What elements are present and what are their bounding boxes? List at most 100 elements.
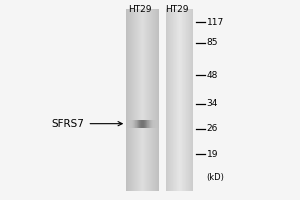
Bar — [156, 120, 157, 128]
Bar — [136, 120, 137, 128]
Bar — [126, 9, 127, 191]
Bar — [158, 9, 159, 191]
Bar — [142, 120, 143, 128]
Bar — [144, 9, 145, 191]
Bar — [130, 9, 131, 191]
Bar — [178, 9, 179, 191]
Bar — [128, 9, 129, 191]
Bar — [167, 9, 168, 191]
Bar — [184, 9, 185, 191]
Bar — [182, 9, 183, 191]
Bar — [153, 120, 154, 128]
Bar — [135, 120, 136, 128]
Bar — [174, 9, 175, 191]
Bar — [129, 9, 130, 191]
Bar — [152, 120, 153, 128]
Bar — [126, 120, 127, 128]
Bar — [137, 9, 138, 191]
Bar — [128, 120, 129, 128]
Bar — [147, 120, 148, 128]
Text: SFRS7: SFRS7 — [52, 119, 122, 129]
Bar — [177, 9, 178, 191]
Bar — [139, 120, 140, 128]
Bar — [138, 9, 139, 191]
Bar — [133, 9, 134, 191]
Bar — [169, 9, 170, 191]
Bar — [149, 120, 150, 128]
Bar — [157, 120, 158, 128]
Bar — [181, 9, 182, 191]
Text: 34: 34 — [206, 99, 218, 108]
Bar — [134, 120, 135, 128]
Bar — [155, 9, 156, 191]
Bar — [170, 9, 171, 191]
Bar — [148, 120, 149, 128]
Bar — [155, 120, 156, 128]
Bar — [134, 9, 135, 191]
Bar — [141, 120, 142, 128]
Text: 19: 19 — [206, 150, 218, 159]
Bar — [157, 9, 158, 191]
Bar — [179, 9, 180, 191]
Bar — [175, 9, 176, 191]
Bar — [143, 9, 144, 191]
Bar — [142, 9, 143, 191]
Bar — [148, 9, 149, 191]
Text: 48: 48 — [206, 71, 218, 80]
Bar — [187, 9, 188, 191]
Bar — [171, 9, 172, 191]
Bar — [152, 9, 153, 191]
Bar — [150, 120, 151, 128]
Text: 85: 85 — [206, 38, 218, 47]
Bar — [143, 120, 144, 128]
Bar — [189, 9, 190, 191]
Bar — [132, 9, 133, 191]
Bar — [146, 120, 147, 128]
Bar — [130, 120, 131, 128]
Bar — [186, 9, 187, 191]
Bar — [172, 9, 173, 191]
Bar — [166, 9, 167, 191]
Bar — [192, 9, 193, 191]
Bar — [133, 120, 134, 128]
Bar — [131, 120, 132, 128]
Bar — [176, 9, 177, 191]
Bar — [145, 9, 146, 191]
Bar — [183, 9, 184, 191]
Bar — [136, 9, 137, 191]
Text: 26: 26 — [206, 124, 218, 133]
Bar — [188, 9, 189, 191]
Bar — [131, 9, 132, 191]
Text: 117: 117 — [206, 18, 224, 27]
Bar — [151, 120, 152, 128]
Bar — [146, 9, 147, 191]
Bar — [168, 9, 169, 191]
Bar — [135, 9, 136, 191]
Text: HT29: HT29 — [165, 5, 188, 14]
Bar — [185, 9, 186, 191]
Bar — [140, 9, 141, 191]
Bar — [145, 120, 146, 128]
Bar — [173, 9, 174, 191]
Bar — [158, 120, 159, 128]
Bar — [139, 9, 140, 191]
Bar — [150, 9, 151, 191]
Bar — [127, 120, 128, 128]
Bar — [140, 120, 141, 128]
Bar — [156, 9, 157, 191]
Bar — [138, 120, 139, 128]
Bar — [151, 9, 152, 191]
Bar — [129, 120, 130, 128]
Bar — [132, 120, 133, 128]
Bar — [149, 9, 150, 191]
Bar — [144, 120, 145, 128]
Bar — [153, 9, 154, 191]
Bar — [180, 9, 181, 191]
Bar — [154, 9, 155, 191]
Bar — [127, 9, 128, 191]
Text: (kD): (kD) — [206, 173, 224, 182]
Text: HT29: HT29 — [128, 5, 151, 14]
Bar — [147, 9, 148, 191]
Bar — [190, 9, 191, 191]
Bar — [137, 120, 138, 128]
